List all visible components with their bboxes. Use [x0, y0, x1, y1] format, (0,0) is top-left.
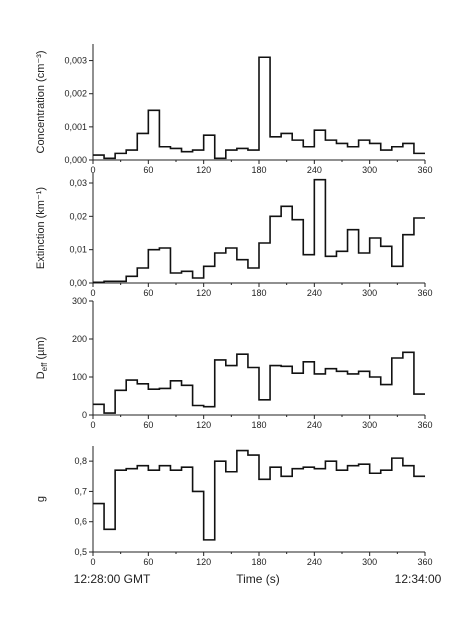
x-tick-label: 60 [143, 288, 153, 298]
x-tick-label: 300 [362, 288, 377, 298]
x-tick-label: 0 [90, 288, 95, 298]
y-axis-label: g [35, 496, 47, 502]
x-tick-label: 180 [251, 557, 266, 567]
x-tick-label: 180 [251, 165, 266, 175]
y-axis-label: Concentration (cm⁻³) [35, 50, 47, 153]
y-tick-label: 100 [72, 372, 87, 382]
y-tick-label: 0 [82, 410, 87, 420]
x-tick-label: 60 [143, 165, 153, 175]
x-tick-label: 240 [307, 557, 322, 567]
x-tick-label: 300 [362, 420, 377, 430]
x-tick-label: 120 [196, 557, 211, 567]
panel-1: 0 60 120 180 240 300 360 0,000 0,001 0,002 0,003 Co… [35, 44, 433, 175]
y-tick-label: 200 [72, 334, 87, 344]
x-tick-label: 360 [417, 557, 432, 567]
x-axis-label: Time (s) [236, 572, 280, 586]
panel-4: 0 60 120 180 240 300 360 0,5 0,6 0,7 0,8 g [35, 446, 433, 567]
y-tick-label: 0,6 [74, 517, 87, 527]
x-tick-label: 60 [143, 420, 153, 430]
y-tick-label: 0,001 [64, 122, 87, 132]
y-tick-label: 0,02 [69, 211, 87, 221]
time-end-label: 12:34:00 [395, 572, 442, 586]
y-tick-label: 0,5 [74, 547, 87, 557]
x-tick-label: 300 [362, 165, 377, 175]
step-series-line [93, 449, 425, 541]
y-tick-label: 0,01 [69, 245, 87, 255]
y-axis-label: Extinction (km⁻¹) [35, 187, 47, 269]
x-tick-label: 120 [196, 165, 211, 175]
y-tick-label: 0,000 [64, 155, 87, 165]
x-tick-label: 300 [362, 557, 377, 567]
y-tick-label: 0,03 [69, 178, 87, 188]
x-tick-label: 360 [417, 165, 432, 175]
x-tick-label: 180 [251, 420, 266, 430]
x-tick-label: 0 [90, 420, 95, 430]
y-tick-label: 0,8 [74, 456, 87, 466]
y-axis-label: Deff (µm) [35, 337, 49, 380]
step-series-line [93, 351, 425, 414]
x-tick-label: 240 [307, 165, 322, 175]
time-start-label: 12:28:00 GMT [74, 572, 151, 586]
x-tick-label: 180 [251, 288, 266, 298]
x-tick-label: 60 [143, 557, 153, 567]
panel-3: 0 60 120 180 240 300 360 0 100 200 300 Deff (µm) [35, 296, 433, 430]
y-tick-label: 0,7 [74, 486, 87, 496]
x-tick-label: 360 [417, 288, 432, 298]
x-tick-label: 240 [307, 288, 322, 298]
panel-2: 0 60 120 180 240 300 360 0,00 0,01 0,02 0,03 Extinc… [35, 173, 433, 298]
x-tick-label: 120 [196, 420, 211, 430]
y-tick-label: 0,003 [64, 56, 87, 66]
step-series-line [93, 178, 425, 284]
x-tick-label: 120 [196, 288, 211, 298]
y-tick-label: 0,002 [64, 89, 87, 99]
y-tick-label: 0,00 [69, 278, 87, 288]
step-series-line [93, 56, 425, 160]
y-tick-label: 300 [72, 296, 87, 306]
x-tick-label: 240 [307, 420, 322, 430]
x-tick-label: 0 [90, 557, 95, 567]
chart-panels: 0 60 120 180 240 300 3600,0000,0010,0020,003Co… [35, 44, 433, 567]
x-tick-label: 0 [90, 165, 95, 175]
x-tick-label: 360 [417, 420, 432, 430]
